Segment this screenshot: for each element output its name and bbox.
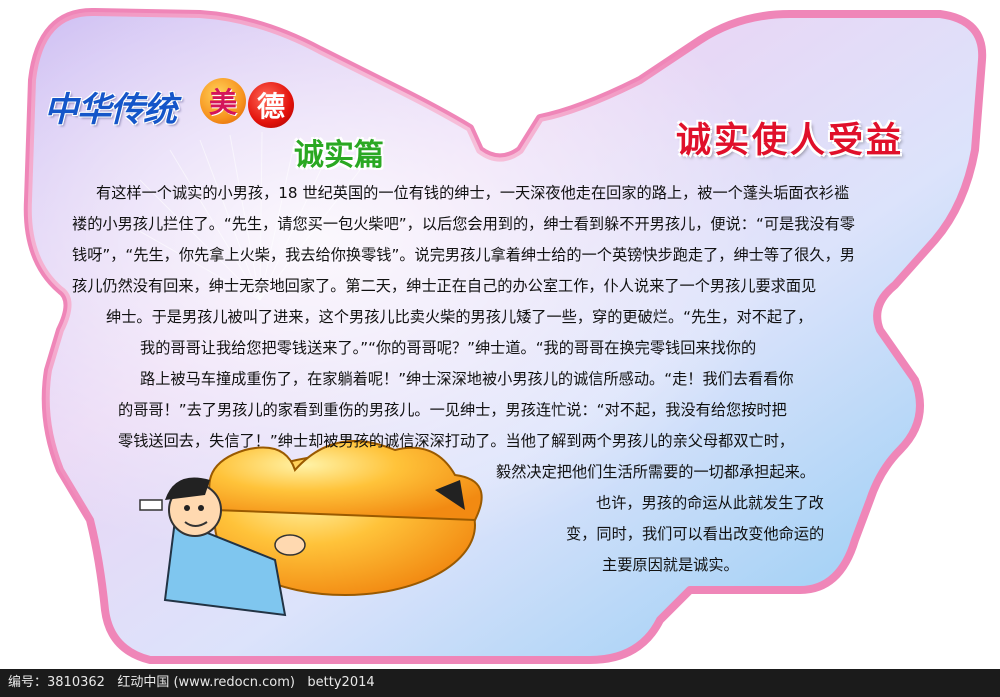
story-line: 有这样一个诚实的小男孩，18 世纪英国的一位有钱的绅士，一天深夜他走在回家的路上… (96, 184, 850, 202)
story-line: 主要原因就是诚实。 (602, 556, 739, 574)
footer-author: betty2014 (307, 675, 375, 690)
cartoon-illustration (139, 440, 483, 617)
footer-site: 红动中国 (www.redocn.com) (117, 675, 295, 690)
story-line: 绅士。于是男孩儿被叫了进来，这个男孩儿比卖火柴的男孩儿矮了一些，穿的更破烂。“先… (106, 308, 813, 326)
footer-id-value: 3810362 (47, 675, 105, 690)
footer-id-label: 编号： (8, 675, 48, 690)
story-line: 褛的小男孩儿拦住了。“先生，请您买一包火柴吧”，以后您会用到的，绅士看到躲不开男… (72, 215, 855, 233)
story-line: 孩儿仍然没有回来，绅士无奈地回家了。第二天，绅士正在自己的办公室工作，仆人说来了… (72, 277, 817, 295)
watermark-footer: 编号：3810362 红动中国 (www.redocn.com) betty20… (0, 669, 1000, 697)
light-rays (119, 131, 361, 301)
story-line: 也许，男孩的命运从此就发生了改 (596, 494, 824, 512)
badge-de: 德 (248, 82, 294, 128)
chapter-title: 诚实篇 (294, 138, 384, 173)
story-line: 的哥哥！”去了男孩儿的家看到重伤的男孩儿。一见绅士，男孩连忙说：“对不起，我没有… (118, 401, 787, 419)
story-line: 变，同时，我们可以看出改变他命运的 (566, 525, 825, 543)
story-line: 我的哥哥让我给您把零钱送来了。”“你的哥哥呢？”绅士道。“我的哥哥在换完零钱回来… (140, 339, 757, 357)
logo-text: 中华传统 (44, 90, 177, 130)
right-title: 诚实使人受益 (676, 120, 905, 161)
story-line: 零钱送回去，失信了！”绅士却被男孩的诚信深深打动了。当他了解到两个男孩儿的亲父母… (118, 432, 795, 450)
badge-mei: 美 (200, 78, 246, 124)
story-line: 毅然决定把他们生活所需要的一切都承担起来。 (496, 463, 815, 481)
story-line: 钱呀”，“先生，你先拿上火柴，我去给你换零钱”。说完男孩儿拿着绅士给的一个英镑快… (72, 246, 855, 264)
story-line: 路上被马车撞成重伤了，在家躺着呢！”绅士深深地被小男孩儿的诚信所感动。“走！我们… (140, 370, 794, 388)
